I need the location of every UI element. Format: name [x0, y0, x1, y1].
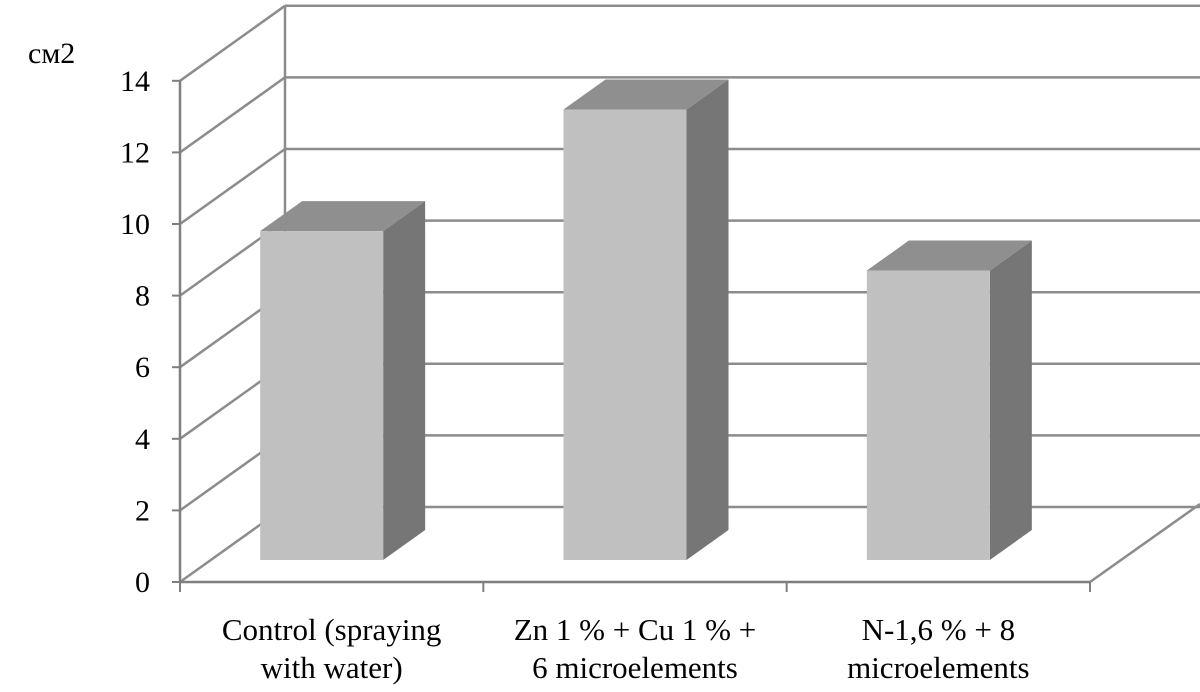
labels: см2 0 2 4 6 8 10 12 14 Control (spraying with wat…: [28, 37, 1030, 685]
bar-side-face: [686, 79, 729, 560]
gridline-side: [179, 147, 286, 226]
bar-top-face: [563, 79, 729, 110]
bar-side-face: [989, 240, 1032, 561]
x-category-label: Control (spraying with water): [222, 612, 442, 685]
gridline-side: [179, 76, 286, 154]
bar-side-face: [383, 201, 426, 560]
gridlines: [179, 4, 1200, 584]
bar-front-face: [866, 270, 990, 560]
x-category-label-line: with water): [261, 650, 403, 685]
x-category-label-line: microelements: [847, 650, 1030, 685]
y-tick-label: 14: [120, 65, 150, 98]
floor-right-edge: [1089, 502, 1200, 584]
bar: [866, 240, 1032, 561]
bar-front-face: [563, 109, 687, 560]
x-category-label-line: 6 microelements: [532, 650, 738, 685]
x-category-label: Zn 1 % + Cu 1 % +6 microelements: [514, 612, 756, 685]
bar-top-face: [866, 240, 1032, 271]
y-tick-label: 2: [135, 494, 150, 527]
y-axis-unit-label: см2: [28, 37, 75, 70]
y-tick-label: 6: [135, 351, 150, 384]
x-category-label-line: N-1,6 % + 8: [862, 612, 1016, 647]
x-category-label-line: Zn 1 % + Cu 1 % +: [514, 612, 756, 647]
x-category-label: N-1,6 % + 8 microelements: [847, 612, 1030, 685]
bars: [260, 79, 1032, 561]
gridline-side: [179, 4, 286, 82]
axes: [172, 79, 1091, 592]
y-tick-label: 0: [135, 566, 150, 599]
y-tick-label: 10: [120, 208, 150, 241]
y-tick-label: 4: [135, 423, 150, 456]
bar: [563, 79, 729, 560]
y-tick-label: 8: [135, 280, 150, 313]
bar: [260, 201, 426, 560]
x-category-label-line: Control (spraying: [222, 612, 442, 647]
bar-top-face: [260, 201, 426, 232]
y-tick-label: 12: [120, 136, 150, 169]
bar-front-face: [260, 231, 384, 560]
